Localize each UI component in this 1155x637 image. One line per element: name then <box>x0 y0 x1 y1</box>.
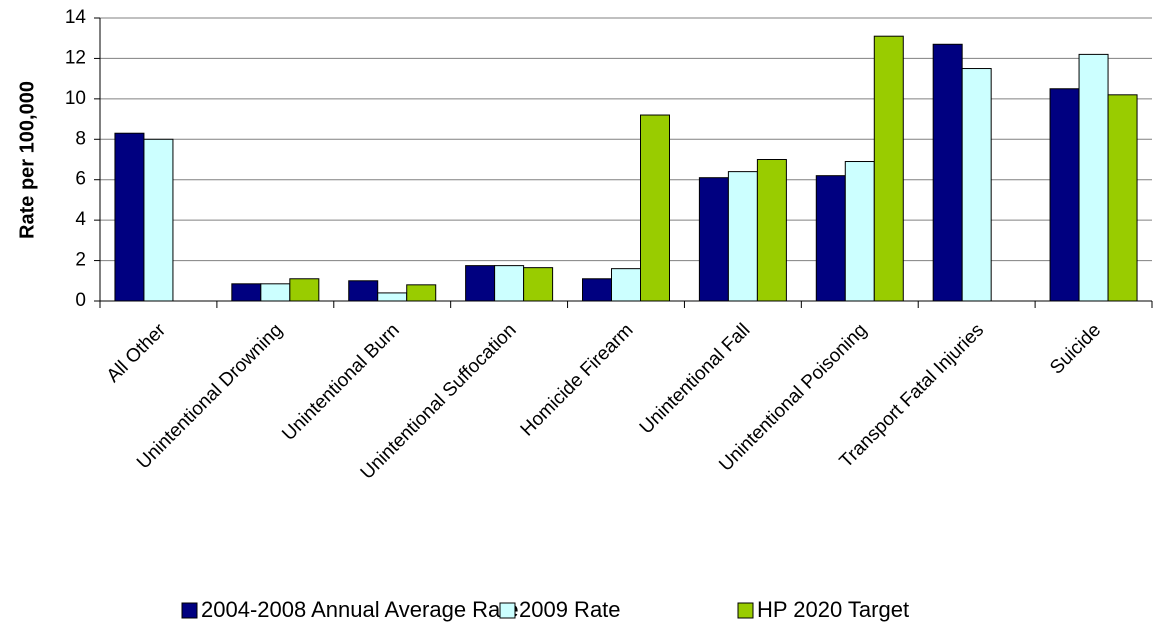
legend-swatch <box>181 602 198 619</box>
bar <box>1107 94 1138 302</box>
y-tick-label: 2 <box>75 250 86 271</box>
y-tick-label: 6 <box>75 169 86 190</box>
bar <box>582 278 612 302</box>
y-axis-label: Rate per 100,000 <box>16 81 38 239</box>
legend-swatch <box>499 602 516 619</box>
bar <box>143 138 174 302</box>
bar <box>727 171 758 302</box>
bar <box>377 292 408 302</box>
bar <box>961 68 992 302</box>
bar <box>815 175 846 302</box>
bar <box>289 278 320 302</box>
bar <box>231 283 262 302</box>
y-tick-label: 14 <box>65 7 87 28</box>
bar <box>611 268 641 302</box>
bar <box>523 267 554 302</box>
bar <box>1078 53 1109 302</box>
x-tick-label: All Other <box>103 319 171 387</box>
x-tick-label: Homicide Firearm <box>517 320 638 441</box>
bar <box>756 159 787 302</box>
bar <box>465 265 496 302</box>
bar <box>873 35 904 302</box>
x-tick-label: Suicide <box>1046 320 1105 379</box>
legend-label: 2004-2008 Annual Average Rate <box>201 597 519 622</box>
bar <box>406 284 437 302</box>
legend-label: 2009 Rate <box>519 597 621 622</box>
y-tick-label: 12 <box>65 47 86 68</box>
bar <box>698 177 729 302</box>
legend-swatch <box>737 602 754 619</box>
y-tick-label: 8 <box>75 128 86 149</box>
x-tick-label: Unintentional Fall <box>636 320 755 439</box>
y-tick-label: 10 <box>65 88 86 109</box>
bar <box>260 283 291 302</box>
bar <box>1049 88 1080 302</box>
y-tick-label: 4 <box>75 209 86 230</box>
bar <box>932 43 963 302</box>
legend-label: HP 2020 Target <box>757 597 909 622</box>
y-tick-label: 0 <box>75 290 86 311</box>
x-tick-label: Unintentional Burn <box>278 320 403 445</box>
bar <box>640 114 670 302</box>
bar <box>844 161 875 302</box>
bar <box>348 280 379 302</box>
bar <box>114 132 145 302</box>
bar <box>494 265 525 302</box>
